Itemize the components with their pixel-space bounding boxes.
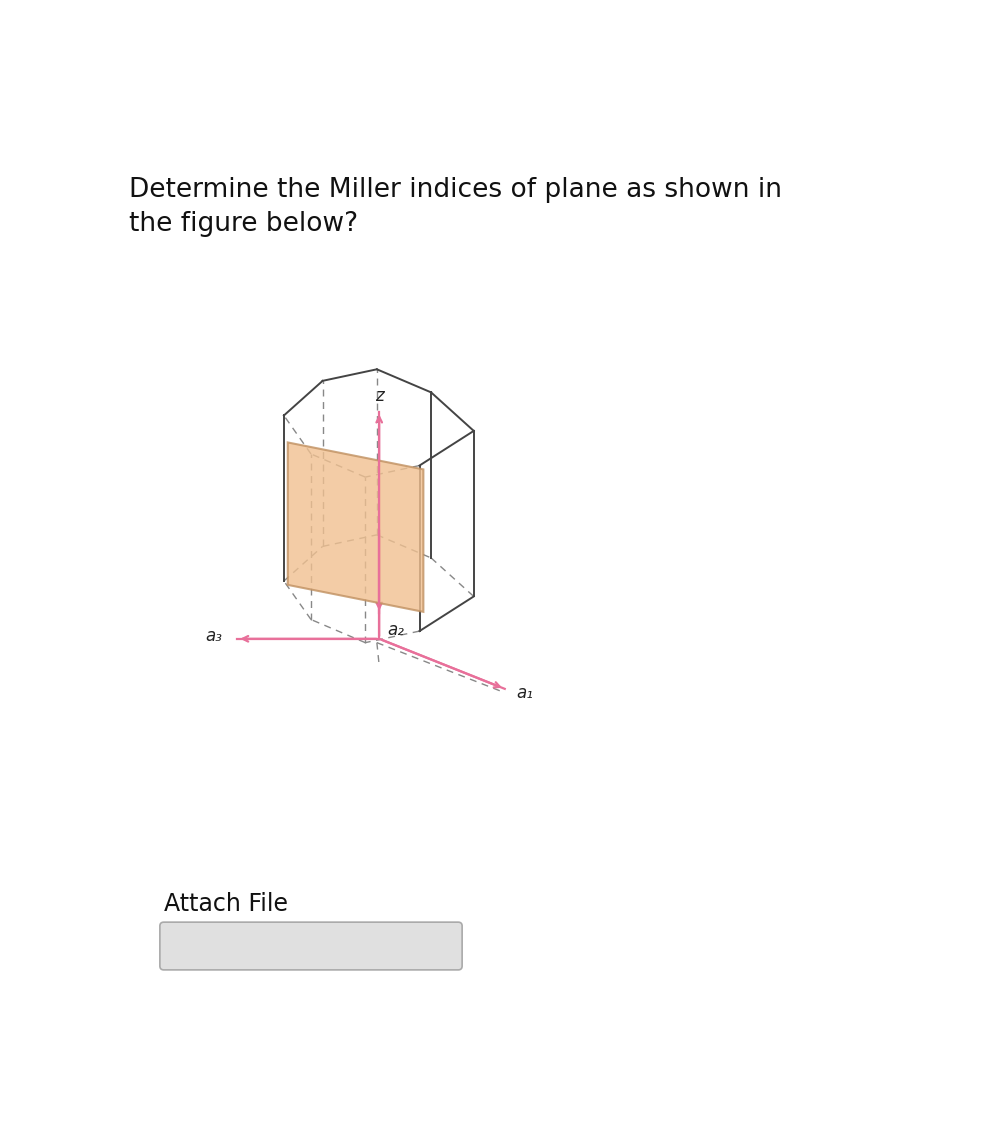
Text: z: z	[375, 387, 384, 406]
Text: a₂: a₂	[387, 621, 404, 639]
Text: the figure below?: the figure below?	[129, 212, 358, 237]
FancyBboxPatch shape	[160, 923, 462, 970]
Text: a₁: a₁	[516, 684, 533, 701]
Text: Attach File: Attach File	[164, 892, 288, 916]
Polygon shape	[288, 442, 423, 612]
Text: Browse Local Files: Browse Local Files	[216, 935, 406, 956]
Text: a₃: a₃	[205, 628, 222, 645]
Text: Determine the Miller indices of plane as shown in: Determine the Miller indices of plane as…	[129, 176, 782, 203]
